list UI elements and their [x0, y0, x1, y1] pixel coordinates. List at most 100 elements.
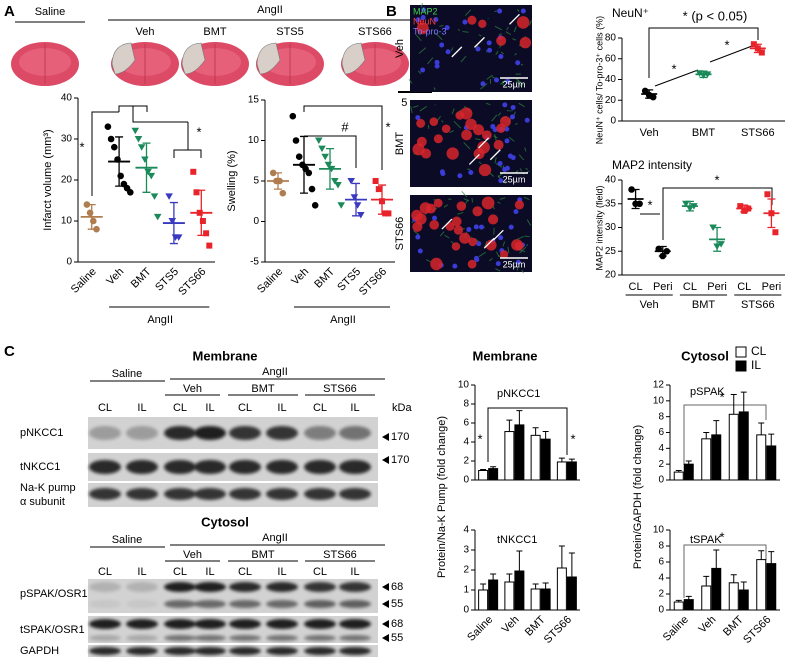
y-tick-label: 1 [463, 585, 469, 596]
point [353, 202, 362, 209]
nucleus [513, 209, 519, 215]
infarct [341, 42, 366, 75]
fiber [443, 204, 449, 208]
fiber [462, 30, 469, 33]
neuron [493, 139, 504, 150]
band [266, 619, 298, 629]
annotation: * [196, 124, 201, 139]
point [772, 229, 779, 236]
marker-arrow [382, 583, 389, 591]
bar [514, 570, 525, 611]
fiber [471, 197, 474, 203]
nucleus [415, 115, 421, 121]
band [194, 647, 226, 655]
point [206, 242, 213, 249]
error-bar [490, 573, 497, 580]
scale-label: 25µm [503, 174, 526, 184]
error-bar [713, 549, 720, 569]
point [127, 189, 134, 196]
neuron [481, 130, 492, 141]
arrow [474, 36, 485, 48]
lane-label: CL [173, 566, 187, 578]
point [93, 225, 100, 233]
lane-label: CL [98, 566, 112, 578]
band [164, 635, 196, 641]
section-title: Cytosol [681, 348, 729, 363]
band [266, 582, 298, 592]
y-tick-label: 8 [463, 399, 469, 410]
nucleus [502, 102, 508, 108]
y-tick-label: 0 [463, 605, 469, 616]
group-label: AngII [330, 314, 356, 326]
neuron [519, 37, 532, 49]
brain-label: STS66 [358, 26, 392, 38]
band [229, 582, 261, 592]
x-tick-label: BMT [129, 266, 154, 291]
y-tick-label: 4 [463, 437, 469, 448]
bar [766, 445, 777, 481]
treatment-label: Veh [183, 383, 202, 395]
lane-label: IL [350, 566, 359, 578]
fiber [498, 33, 503, 36]
fiber [419, 105, 428, 112]
bar [683, 599, 694, 611]
nucleus [524, 117, 530, 123]
fiber [526, 244, 529, 247]
arrow [468, 153, 480, 165]
error-bar [703, 575, 710, 586]
marker-arrow [382, 600, 389, 608]
nucleus [498, 235, 504, 241]
point [305, 169, 313, 177]
fiber [518, 154, 525, 161]
lane-label: CL [313, 402, 327, 414]
band [266, 647, 298, 655]
error-bar [87, 203, 96, 230]
marker-arrow [382, 634, 389, 642]
band [194, 488, 226, 500]
annotation: * [570, 431, 575, 446]
lane-label: IL [137, 566, 146, 578]
y-tick-label: 35 [605, 198, 617, 209]
fiber [514, 123, 518, 125]
treatment-label: BMT [251, 383, 275, 395]
y-tick-label: 3 [463, 545, 469, 556]
band [194, 460, 226, 474]
neuron [456, 201, 467, 211]
band [304, 619, 336, 629]
band [304, 488, 336, 500]
band [89, 600, 121, 608]
annotation: * [385, 119, 390, 134]
y-tick-label: 12 [653, 380, 665, 391]
fiber [491, 114, 498, 122]
brain-label: BMT [203, 26, 227, 38]
fiber [478, 251, 486, 258]
bracket [487, 407, 514, 462]
bar [556, 461, 567, 481]
nucleus [468, 169, 474, 175]
nucleus [434, 59, 440, 65]
x-tick-label: BMT [692, 127, 716, 139]
error-bar [675, 599, 682, 602]
lane-label: IL [137, 402, 146, 414]
fiber [493, 227, 495, 235]
neuron [445, 221, 455, 231]
fiber [444, 234, 450, 239]
group-label: Saline [112, 368, 143, 380]
nucleus [495, 261, 501, 267]
x-tick-label: Saline [69, 266, 99, 296]
fiber [494, 25, 503, 31]
arrow [483, 237, 495, 249]
bar [540, 438, 551, 481]
error-bar [713, 420, 720, 435]
chart-title: pNKCC1 [497, 388, 540, 400]
band [89, 426, 121, 440]
band [339, 426, 371, 440]
point [334, 182, 342, 189]
y-tick-label: 0 [610, 116, 616, 127]
y-tick-label: 40 [605, 74, 617, 85]
point [308, 185, 316, 193]
band [194, 619, 226, 629]
y-tick-label: 2 [463, 456, 469, 467]
fiber [525, 168, 529, 170]
fiber [516, 9, 520, 12]
